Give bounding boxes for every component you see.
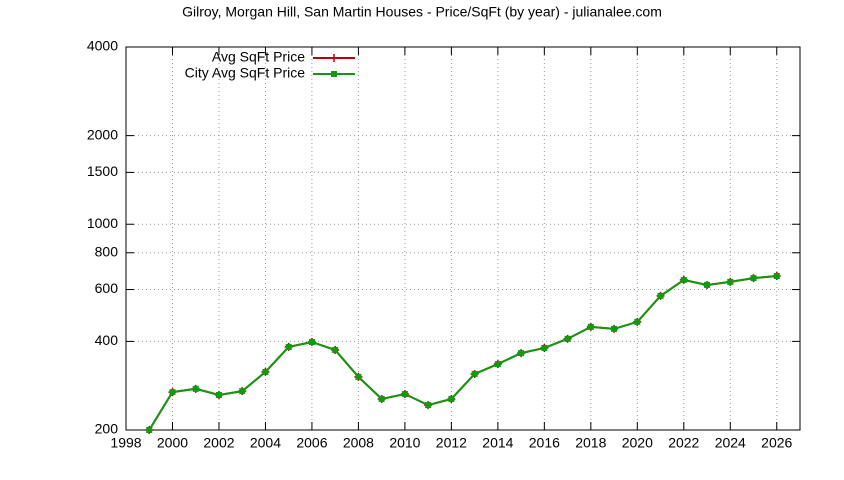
legend-label: City Avg SqFt Price	[185, 65, 306, 81]
y-tick-label: 2000	[87, 126, 118, 142]
x-tick-label: 2020	[622, 435, 653, 451]
point	[378, 395, 385, 402]
x-tick-label: 2024	[715, 435, 746, 451]
point	[448, 395, 455, 402]
point	[192, 385, 199, 392]
point	[215, 391, 222, 398]
point	[262, 368, 269, 375]
point	[401, 391, 408, 398]
point	[332, 346, 339, 353]
point	[727, 278, 734, 285]
point	[680, 276, 687, 283]
y-tick-label: 400	[95, 332, 119, 348]
point	[518, 350, 525, 357]
x-tick-label: 2016	[529, 435, 560, 451]
point	[494, 361, 501, 368]
point	[611, 325, 618, 332]
x-tick-label: 2002	[203, 435, 234, 451]
x-tick-label: 2018	[575, 435, 606, 451]
point	[750, 275, 757, 282]
point	[355, 373, 362, 380]
point	[704, 281, 711, 288]
point	[308, 339, 315, 346]
point	[471, 370, 478, 377]
point	[657, 292, 664, 299]
x-tick-label: 2006	[296, 435, 327, 451]
series-line	[148, 275, 777, 431]
chart-title: Gilroy, Morgan Hill, San Martin Houses -…	[182, 4, 662, 20]
point	[773, 273, 780, 280]
legend-marker	[331, 71, 337, 77]
x-tick-label: 2000	[157, 435, 188, 451]
point	[634, 318, 641, 325]
y-tick-label: 200	[95, 421, 119, 437]
point	[541, 344, 548, 351]
point	[169, 389, 176, 396]
x-tick-label: 1998	[110, 435, 141, 451]
y-tick-label: 1000	[87, 215, 118, 231]
x-tick-label: 2012	[436, 435, 467, 451]
legend-marker	[330, 54, 338, 62]
x-tick-label: 2014	[482, 435, 513, 451]
x-tick-label: 2008	[343, 435, 374, 451]
point	[239, 388, 246, 395]
y-tick-label: 800	[95, 243, 119, 259]
plot-frame	[125, 46, 801, 431]
point	[285, 343, 292, 350]
point	[146, 427, 153, 433]
x-tick-label: 2010	[389, 435, 420, 451]
legend-label: Avg SqFt Price	[212, 49, 305, 65]
y-tick-label: 600	[95, 280, 119, 296]
series-line	[148, 275, 777, 431]
x-tick-label: 2022	[668, 435, 699, 451]
x-tick-label: 2026	[761, 435, 792, 451]
x-tick-label: 2004	[250, 435, 281, 451]
point	[564, 335, 571, 342]
point	[425, 402, 432, 409]
y-tick-label: 1500	[87, 163, 118, 179]
y-tick-label: 4000	[87, 38, 118, 54]
point	[587, 323, 594, 330]
